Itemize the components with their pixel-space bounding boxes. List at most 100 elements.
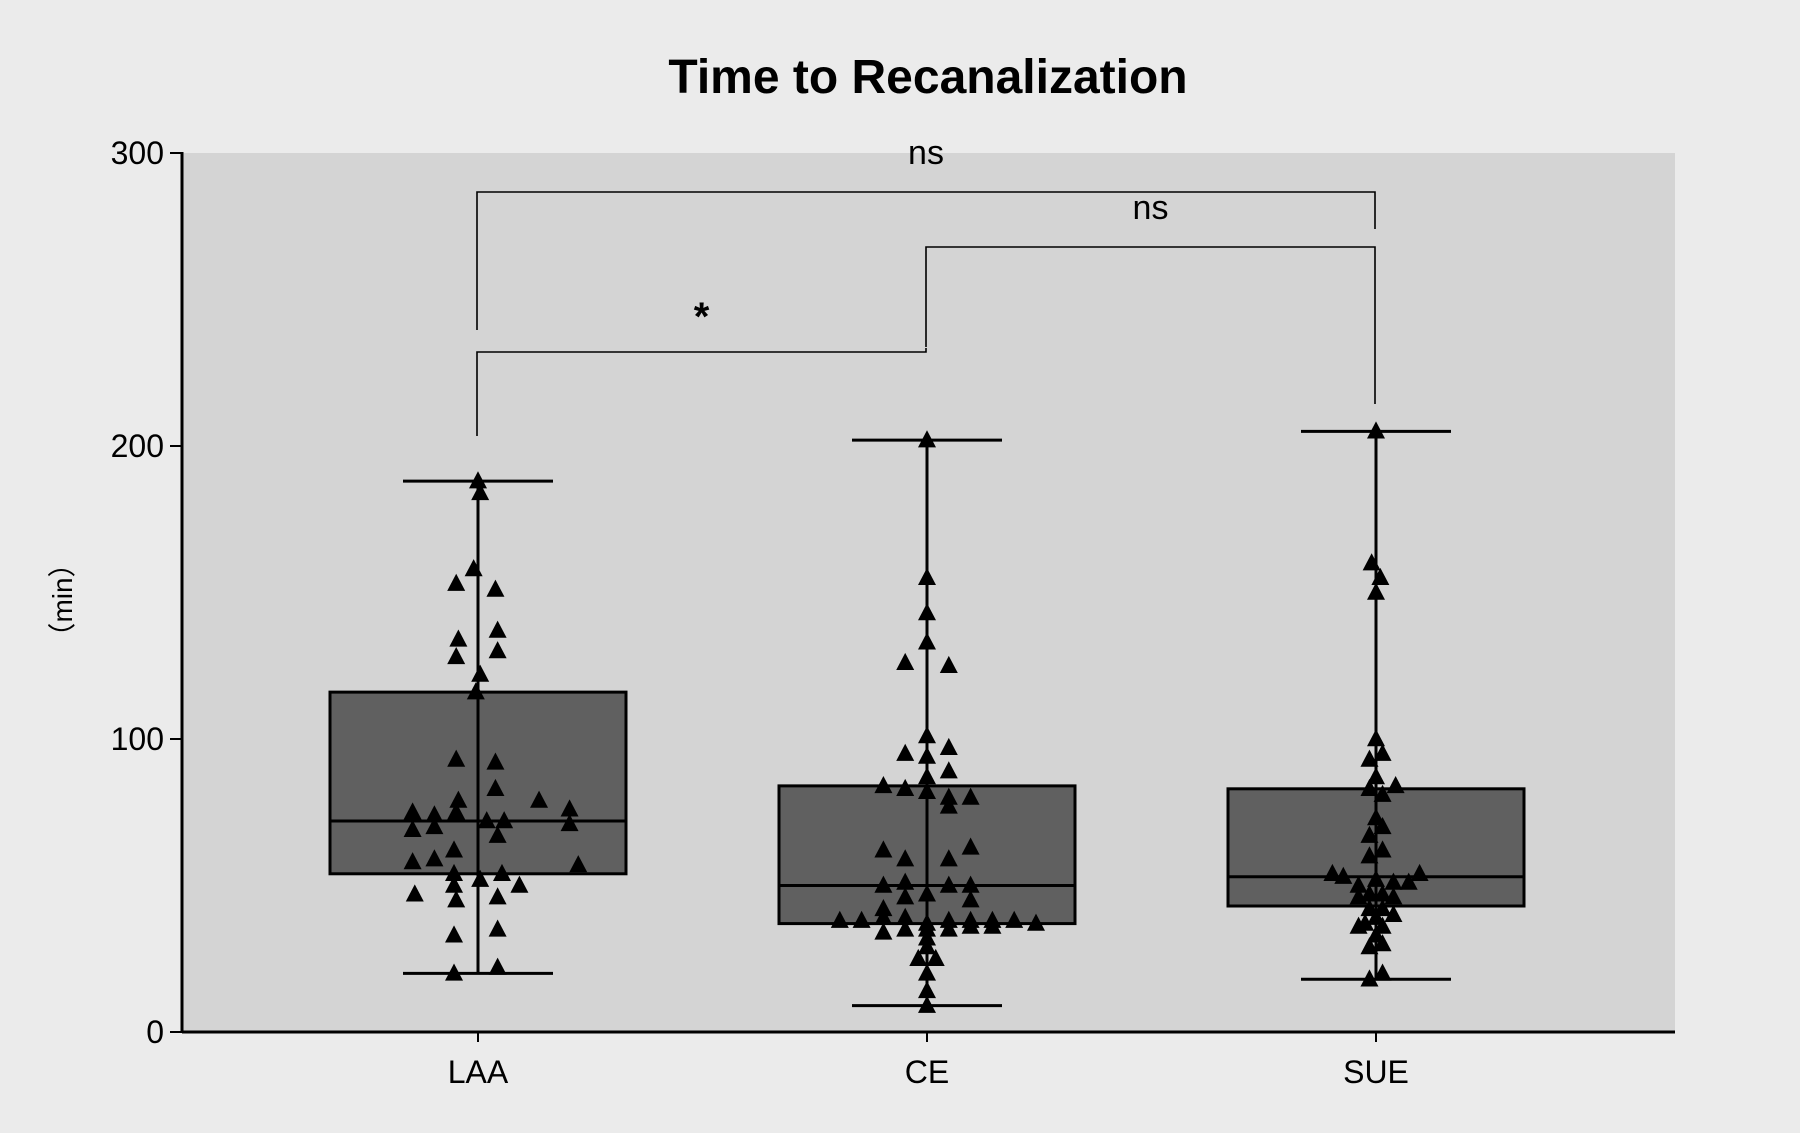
data-point <box>464 559 483 577</box>
data-point <box>830 910 849 928</box>
data-point <box>1005 910 1024 928</box>
data-point <box>896 743 915 761</box>
data-point <box>918 919 936 937</box>
data-point <box>477 811 496 829</box>
data-point <box>405 884 424 902</box>
data-point <box>896 778 915 797</box>
y-tick-label: 300 <box>111 135 164 171</box>
data-point <box>1373 743 1392 761</box>
data-point <box>492 863 511 881</box>
data-point <box>1367 421 1385 439</box>
x-tick-label: CE <box>905 1054 949 1090</box>
data-point <box>488 887 507 905</box>
data-point <box>1373 934 1392 952</box>
data-point <box>874 840 893 858</box>
data-point <box>445 963 464 981</box>
chart-title: Time to Recanalization <box>668 51 1187 104</box>
data-point <box>1360 937 1379 955</box>
data-point <box>447 802 466 820</box>
data-point <box>1367 582 1385 600</box>
data-point <box>1367 729 1385 747</box>
data-point <box>896 887 915 905</box>
data-point <box>874 922 893 940</box>
data-point <box>471 664 490 682</box>
data-point <box>961 890 980 908</box>
data-point <box>447 647 466 665</box>
data-point <box>495 811 514 829</box>
data-point <box>961 837 980 855</box>
data-point <box>445 925 464 943</box>
significance-label: ns <box>1133 189 1169 227</box>
data-point <box>486 778 505 797</box>
data-point <box>939 787 958 805</box>
x-tick-label: SUE <box>1343 1054 1409 1090</box>
data-point <box>1360 969 1379 987</box>
data-point <box>874 875 893 893</box>
data-point <box>569 855 588 873</box>
data-point <box>1384 872 1403 890</box>
data-point <box>1360 778 1379 797</box>
data-point <box>560 814 579 832</box>
data-point <box>918 937 936 955</box>
significance-label: * <box>694 295 710 339</box>
data-point <box>939 761 958 779</box>
data-point <box>488 641 507 659</box>
data-point <box>1371 567 1390 586</box>
significance-label: ns <box>908 134 944 172</box>
data-point <box>939 737 958 755</box>
data-point <box>918 981 936 999</box>
data-points <box>403 421 1429 1013</box>
data-point <box>425 805 444 823</box>
data-point <box>939 919 958 937</box>
data-point <box>471 482 490 501</box>
data-point <box>961 875 980 893</box>
data-point <box>425 849 444 867</box>
x-tick-label: LAA <box>448 1054 509 1090</box>
data-point <box>961 787 980 805</box>
y-tick-label: 200 <box>111 428 164 464</box>
data-point <box>896 652 915 671</box>
data-point <box>939 910 958 928</box>
data-point <box>486 579 505 597</box>
data-point <box>1027 913 1045 931</box>
data-point <box>918 963 936 981</box>
data-point <box>425 816 444 835</box>
data-point <box>874 775 893 794</box>
data-point <box>1360 825 1379 843</box>
data-point <box>918 767 936 785</box>
significance-bracket <box>925 246 1376 404</box>
data-point <box>918 746 936 764</box>
data-point <box>469 471 487 489</box>
data-point <box>1373 840 1392 858</box>
data-point <box>447 573 466 591</box>
data-point <box>1349 875 1368 893</box>
data-point <box>939 849 958 867</box>
data-point <box>1334 866 1353 884</box>
data-point <box>510 875 529 893</box>
data-point <box>486 752 505 770</box>
data-point <box>1360 884 1379 902</box>
data-point <box>918 603 936 621</box>
data-point <box>1373 963 1392 981</box>
data-point <box>1384 887 1403 905</box>
data-point <box>918 928 936 946</box>
data-point <box>1349 887 1368 905</box>
data-point <box>896 849 915 867</box>
data-point <box>403 802 422 820</box>
data-point <box>1410 863 1429 881</box>
data-point <box>403 819 422 838</box>
data-point <box>488 919 507 937</box>
data-point <box>926 948 945 966</box>
data-point <box>918 632 936 650</box>
data-point <box>852 910 871 928</box>
y-axis-label: （min） <box>47 549 78 650</box>
data-point <box>939 796 958 814</box>
data-point <box>1399 872 1418 890</box>
data-point <box>918 430 936 448</box>
data-point <box>447 749 466 767</box>
data-point <box>918 726 936 744</box>
data-point <box>447 890 466 908</box>
data-point <box>874 899 893 917</box>
data-point <box>1384 904 1403 922</box>
data-point <box>488 825 507 843</box>
